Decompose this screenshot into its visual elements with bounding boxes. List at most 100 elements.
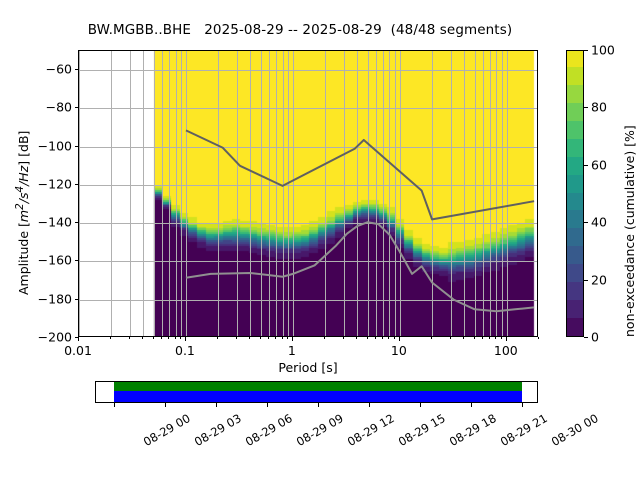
timeline-tick xyxy=(368,403,370,407)
colorbar-segment xyxy=(567,191,583,211)
x-tick xyxy=(500,337,502,339)
colorbar-segment xyxy=(567,263,583,283)
noise-model-lines xyxy=(185,129,535,313)
colorbar xyxy=(566,50,584,337)
x-tick xyxy=(110,337,112,339)
timeline-axes[interactable] xyxy=(95,381,538,403)
x-tick xyxy=(129,337,131,339)
x-tick xyxy=(449,337,451,339)
gridline-horizontal xyxy=(79,184,537,186)
gridline-vertical xyxy=(169,51,171,336)
x-tick xyxy=(268,337,270,339)
y-tick xyxy=(74,260,78,262)
gridline-vertical xyxy=(483,51,485,336)
x-tick xyxy=(152,337,154,339)
gridline-vertical xyxy=(175,51,177,336)
timeline-tick xyxy=(165,403,167,407)
timeline-date-label: 08-29 00 xyxy=(141,411,193,449)
gridline-horizontal xyxy=(79,223,537,225)
colorbar-tick-label: 100 xyxy=(591,42,615,58)
timeline-date-label: 08-30 00 xyxy=(548,411,601,449)
y-tick xyxy=(74,337,78,338)
plot-title: BW.MGBB..BHE 2025-08-29 -- 2025-08-29 (4… xyxy=(87,22,513,38)
ppsd-axes[interactable] xyxy=(78,50,538,337)
x-tick-label: 10 xyxy=(390,343,407,358)
colorbar-tick xyxy=(584,50,588,51)
y-tick-label: −160 xyxy=(37,252,72,268)
gridline-vertical xyxy=(111,51,113,336)
colorbar-ticks: 0 20 40 60 80 100 xyxy=(584,43,624,345)
gridline-vertical xyxy=(236,51,238,336)
x-tick xyxy=(473,337,475,339)
gridline-vertical xyxy=(292,51,294,336)
y-tick-label: −80 xyxy=(45,99,72,115)
colorbar-segment xyxy=(567,245,583,265)
gridline-vertical xyxy=(250,51,252,336)
y-tick-label: −200 xyxy=(37,329,72,345)
x-tick-label: 100 xyxy=(493,343,518,358)
timeline-tick-marks xyxy=(95,403,538,411)
gridline-vertical xyxy=(260,51,262,336)
y-axis-title-tail: ] [dB] xyxy=(16,130,32,166)
x-tick xyxy=(482,337,484,339)
gridline-vertical xyxy=(79,51,80,336)
y-tick xyxy=(74,107,78,109)
colorbar-segment xyxy=(567,317,583,336)
gridline-vertical xyxy=(367,51,369,336)
colorbar-tick-label: 0 xyxy=(591,329,599,345)
gridline-vertical xyxy=(432,51,434,336)
gridline-vertical xyxy=(450,51,452,336)
timeline-tick xyxy=(266,403,268,407)
gridline-vertical xyxy=(325,51,327,336)
timeline-date-label: 08-29 18 xyxy=(446,411,499,449)
x-tick xyxy=(180,337,182,339)
colorbar-segment xyxy=(567,281,583,301)
x-tick xyxy=(249,337,251,339)
colorbar-segment xyxy=(567,227,583,247)
x-tick xyxy=(538,337,539,339)
x-tick xyxy=(393,337,395,339)
x-tick xyxy=(324,337,326,339)
gridline-vertical xyxy=(282,51,284,336)
gridline-vertical xyxy=(474,51,476,336)
timeline-tick xyxy=(114,403,116,407)
x-tick-label: 1 xyxy=(287,343,296,358)
colorbar-tick xyxy=(584,107,588,109)
y-tick xyxy=(74,145,78,147)
colorbar-segment xyxy=(567,101,583,121)
timeline-tick xyxy=(521,403,523,407)
y-tick-label: −60 xyxy=(45,61,72,77)
timeline-tick xyxy=(317,403,319,407)
x-tick xyxy=(388,337,390,339)
colorbar-tick xyxy=(584,337,588,338)
x-tick xyxy=(235,337,237,339)
x-tick xyxy=(398,337,400,341)
gridline-vertical xyxy=(490,51,492,336)
y-tick-label: −180 xyxy=(37,291,72,307)
noise-model-nhnm xyxy=(185,129,535,221)
gridline-vertical xyxy=(130,51,132,336)
timeline-date-label: 08-29 15 xyxy=(395,411,448,449)
gridline-vertical xyxy=(276,51,278,336)
x-tick xyxy=(259,337,261,339)
y-tick xyxy=(74,69,78,71)
gridline-horizontal xyxy=(79,108,537,110)
x-tick xyxy=(78,337,79,341)
y-axis-units: m2/s4/Hz xyxy=(14,165,32,223)
timeline-tick xyxy=(215,403,217,407)
y-tick-label: −100 xyxy=(37,138,72,154)
x-tick xyxy=(356,337,358,339)
x-tick xyxy=(161,337,163,339)
gridline-horizontal xyxy=(79,261,537,263)
timeline-tick xyxy=(470,403,472,407)
y-tick xyxy=(74,298,78,300)
x-tick xyxy=(217,337,219,339)
x-tick xyxy=(366,337,368,339)
x-tick xyxy=(489,337,491,339)
timeline-data-availability-bar xyxy=(114,382,522,391)
gridline-vertical xyxy=(153,51,155,336)
x-tick-label: 0.1 xyxy=(174,343,195,358)
colorbar-segment xyxy=(567,155,583,175)
gridline-horizontal xyxy=(79,70,537,72)
colorbar-tick xyxy=(584,279,588,281)
